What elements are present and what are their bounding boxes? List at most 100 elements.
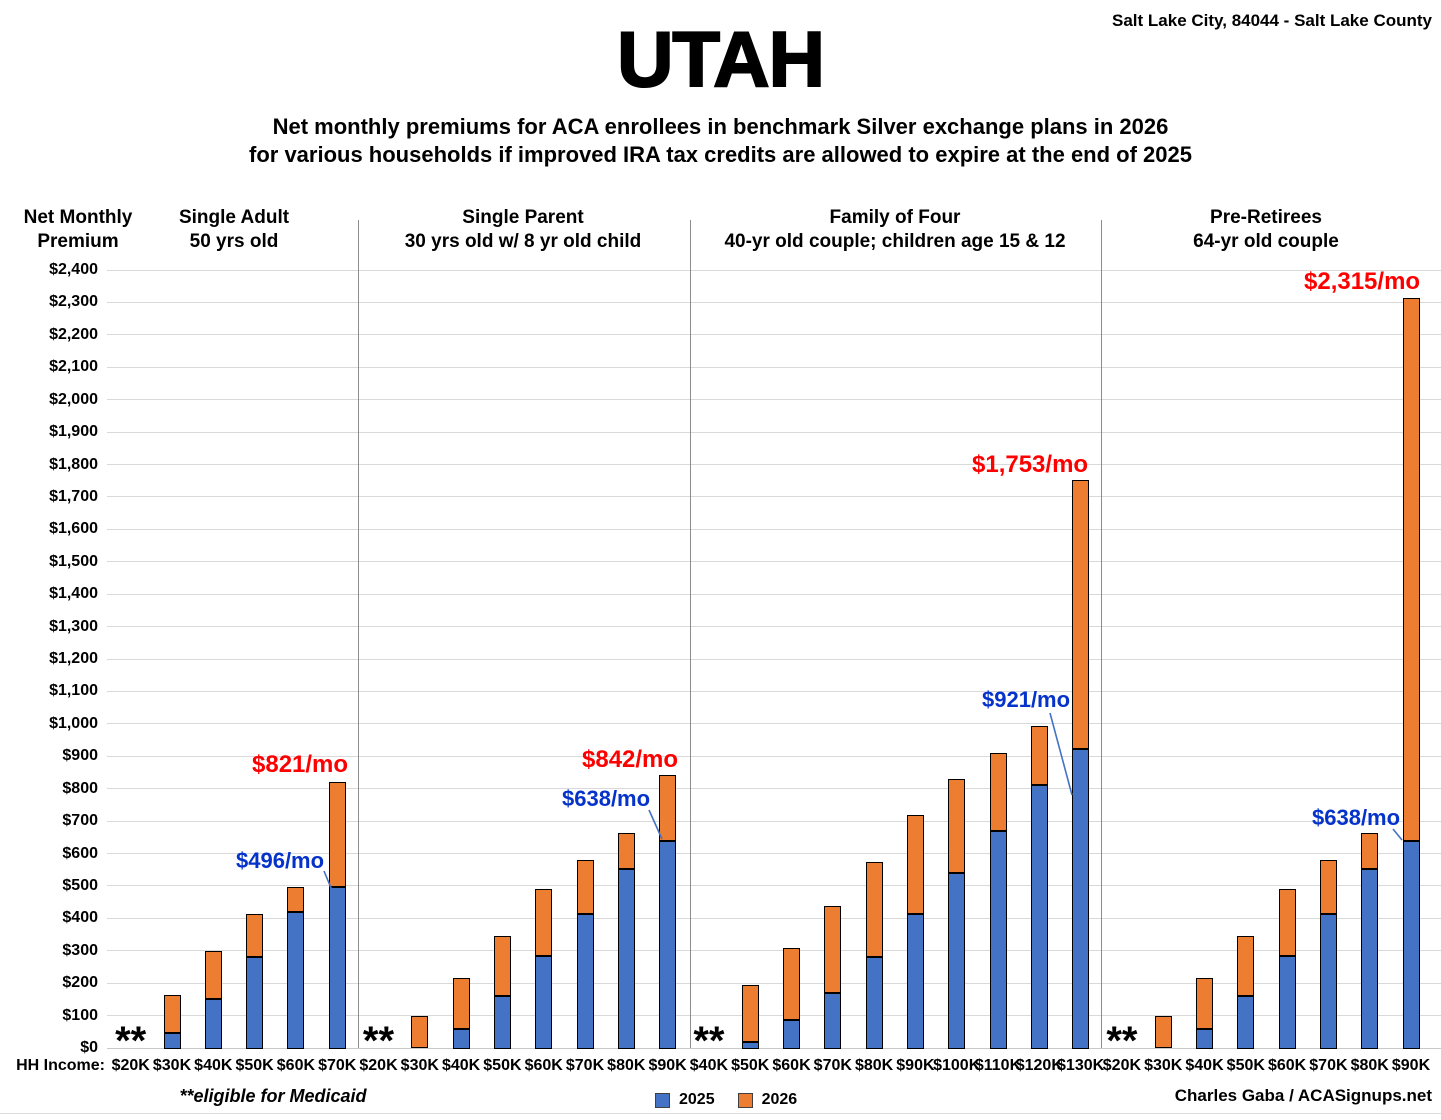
group-header-line1: Family of Four: [829, 207, 961, 228]
bar-2025-segment: [906, 914, 924, 1049]
chart-subtitle-line2: for various households if improved IRA t…: [249, 142, 1192, 167]
gridline-1900: [107, 431, 1441, 433]
bar-2025-segment: [163, 1033, 181, 1049]
gridline-1300: [107, 626, 1441, 628]
bar-2026-segment: [163, 994, 181, 1034]
bar-2025-segment: [824, 992, 842, 1049]
gridline-1800: [107, 464, 1441, 465]
x-tick-label: $110K: [974, 1057, 1022, 1074]
bar-2026-segment: [287, 886, 305, 912]
y-tick-label: $2,000: [49, 390, 98, 408]
legend-swatch-2026: [737, 1092, 753, 1108]
group-header-line1: Single Parent: [462, 207, 584, 228]
gridline-700: [107, 820, 1441, 822]
bar-2025-segment: [617, 868, 635, 1049]
x-tick-label: $60K: [524, 1057, 563, 1074]
y-tick-label: $2,400: [49, 261, 98, 278]
bar-2026-segment: [1196, 978, 1213, 1029]
y-tick-label: $1,400: [49, 585, 98, 603]
medicaid-footnote: **eligible for Medicaid: [179, 1086, 367, 1106]
bar-2026-segment: [246, 914, 264, 958]
x-tick-label: $70K: [318, 1057, 357, 1074]
x-tick-label: $40K: [1185, 1057, 1224, 1074]
bar-2025-segment: [576, 914, 594, 1049]
bar-2025-segment: [1402, 841, 1420, 1049]
x-tick-label: $90K: [648, 1057, 687, 1074]
bar-2026-segment: [906, 814, 924, 915]
group-header-single-parent: Single Parent 30 yrs old w/ 8 yr old chi…: [363, 206, 683, 254]
x-tick-label: $60K: [1267, 1057, 1307, 1074]
y-tick-label: $1,200: [49, 650, 98, 667]
y-tick-label: $0: [80, 1039, 98, 1056]
bar-2026-segment: [865, 861, 883, 958]
gridline-2300: [107, 301, 1441, 303]
legend-label-2026: 2026: [761, 1091, 798, 1108]
x-tick-label: $130K: [1057, 1057, 1105, 1074]
medicaid-marker: **: [115, 1019, 147, 1063]
legend-swatch-2025: [655, 1092, 670, 1108]
y-tick-label: $1,700: [49, 487, 98, 505]
bar-2026-segment: [824, 906, 842, 993]
bar-2025-segment: [204, 999, 222, 1049]
x-tick-label: $40K: [194, 1057, 233, 1074]
x-tick-label: $80K: [854, 1057, 894, 1074]
chart-title: UTAH: [616, 14, 826, 104]
bar-2026-segment: [617, 833, 635, 869]
bar-2026-segment: [1278, 889, 1296, 956]
y-tick-label: $1,100: [49, 682, 98, 700]
gridline-500: [107, 885, 1441, 887]
x-tick-label: $80K: [607, 1057, 646, 1074]
gridline-0: [107, 1047, 1441, 1049]
bar-2025-segment: [1196, 1028, 1213, 1049]
x-tick-label: $70K: [1309, 1057, 1348, 1074]
bar-2026-segment: [783, 947, 800, 1021]
y-tick-label: $300: [62, 941, 98, 959]
bar-2026-segment: [948, 778, 966, 873]
x-tick-label: $20K: [111, 1057, 150, 1074]
gridline-1500: [107, 561, 1441, 563]
y-tick-label: $200: [62, 974, 98, 992]
gridline-1000: [107, 723, 1441, 725]
annotation-2026-family-of-four: $1,753/mo: [972, 451, 1089, 478]
bar-2026-segment: [411, 1015, 429, 1048]
x-tick-label: $100K: [933, 1057, 981, 1074]
bar-2026-segment: [535, 889, 553, 956]
group-header-line2: 40-yr old couple; children age 15 & 12: [724, 231, 1066, 252]
x-tick-label: $50K: [235, 1057, 274, 1074]
bar-2025-segment: [783, 1020, 800, 1049]
gridline-800: [107, 788, 1441, 790]
group-header-single-adult: Single Adult 50 yrs old: [104, 206, 364, 254]
y-tick-label: $1,900: [49, 423, 98, 441]
group-header-line2: 64-yr old couple: [1193, 231, 1339, 252]
annotation-2025-single-parent: $638/mo: [562, 786, 651, 811]
gridline-200: [107, 982, 1441, 984]
y-tick-label: $800: [62, 779, 98, 797]
y-tick-label: $2,300: [49, 293, 98, 311]
gridline-400: [107, 917, 1441, 919]
gridline-1400: [107, 593, 1441, 595]
y-tick-label: $2,100: [49, 358, 98, 376]
annotation-2025-pre-retirees: $638/mo: [1312, 805, 1401, 830]
bar-2025-segment: [1319, 914, 1337, 1049]
annotation-2025-family-of-four: $921/mo: [982, 687, 1071, 712]
bar-2026-segment: [452, 978, 470, 1029]
y-axis-title-line2: Premium: [37, 231, 119, 252]
x-tick-label: $60K: [772, 1057, 811, 1074]
bottom-rule: [0, 1113, 1441, 1114]
y-tick-label: $1,000: [49, 714, 98, 732]
gridline-1200: [107, 658, 1441, 660]
annotation-2025-single-adult: $496/mo: [236, 848, 325, 873]
y-tick-label: $1,500: [49, 552, 98, 570]
x-tick-label: $70K: [565, 1057, 605, 1074]
gridline-2100: [107, 366, 1441, 368]
gridline-1700: [107, 496, 1441, 498]
x-tick-label: $50K: [483, 1057, 522, 1074]
annotation-2026-single-parent: $842/mo: [582, 746, 679, 773]
x-tick-label: $120K: [1015, 1057, 1063, 1074]
y-tick-label: $2,200: [49, 325, 98, 343]
bar-2025-segment: [1237, 996, 1255, 1049]
x-tick-label: $40K: [689, 1057, 729, 1074]
x-tick-label: $20K: [1102, 1057, 1142, 1074]
location-label: Salt Lake City, 84044 - Salt Lake County: [1112, 11, 1432, 30]
